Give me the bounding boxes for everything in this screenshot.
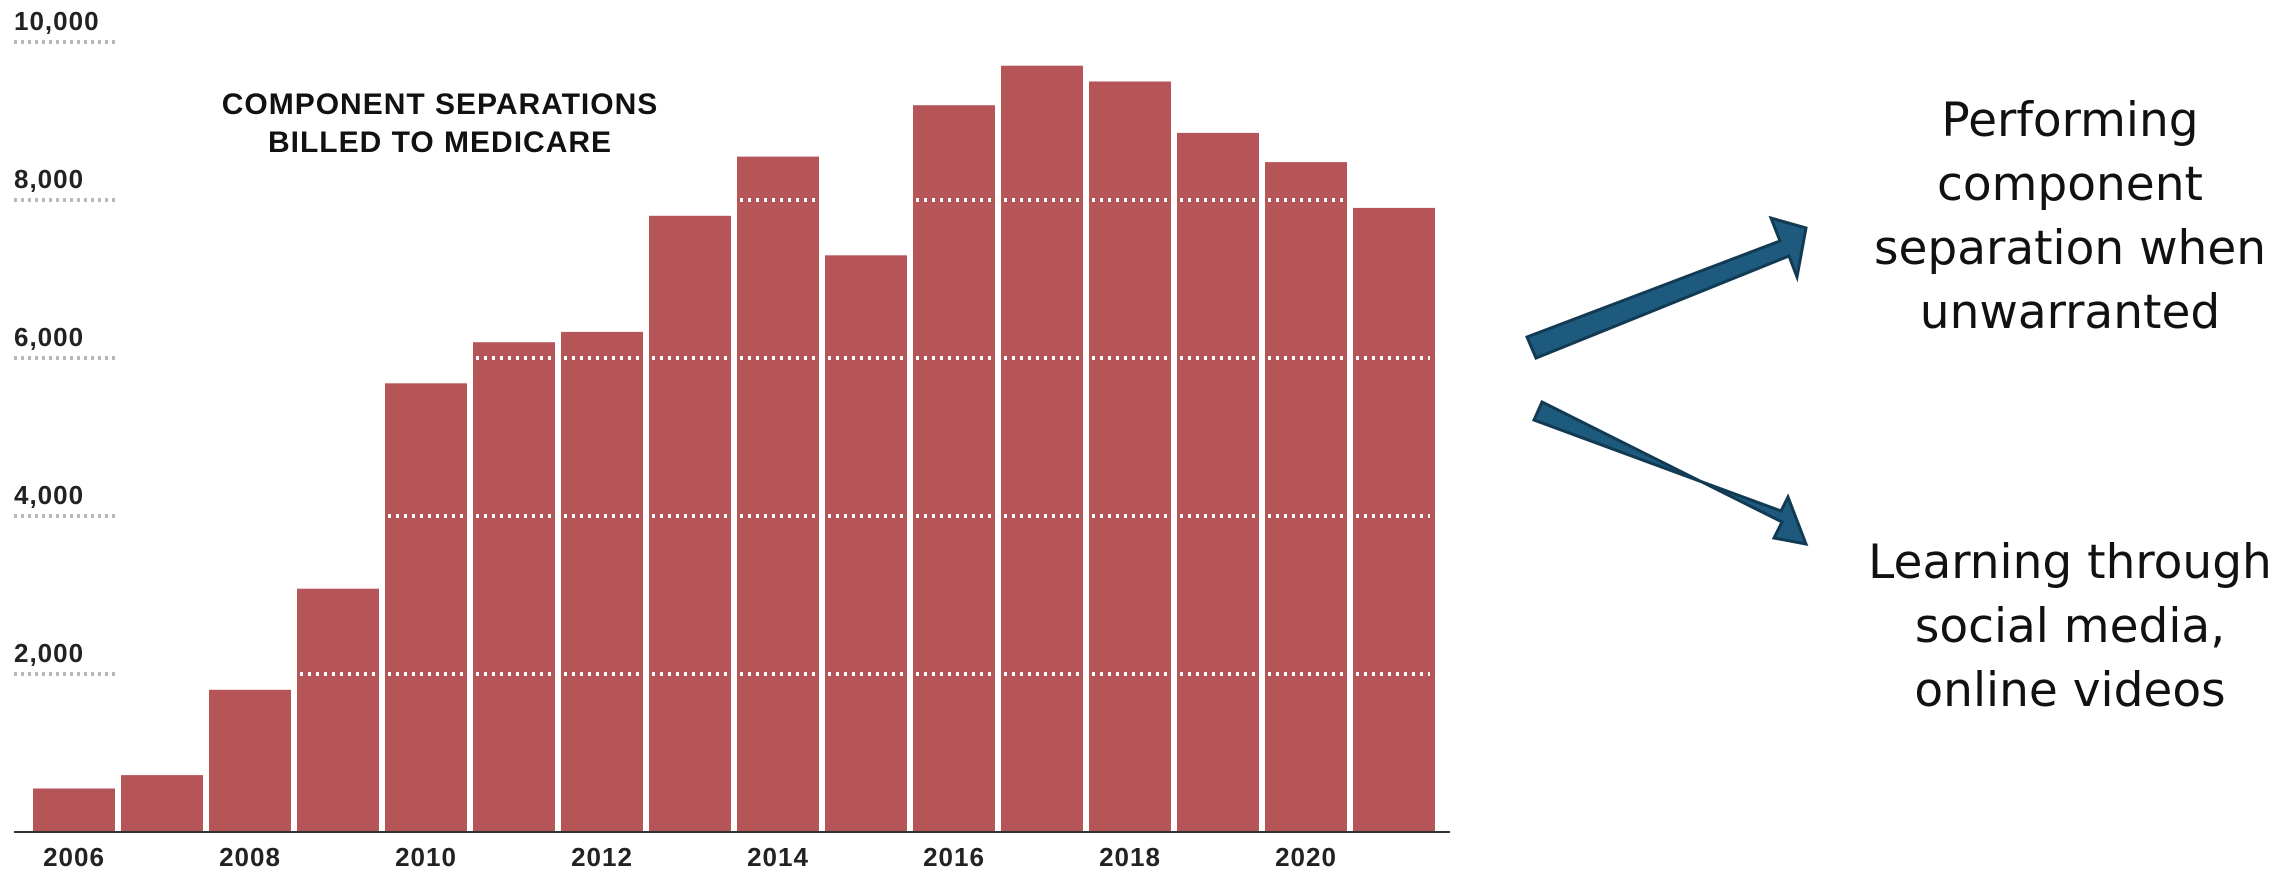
annotation-lower: Learning through social media, online vi… (1868, 535, 2272, 718)
chart-title-line-1: COMPONENT SEPARATIONS (222, 88, 659, 121)
arrow-up-right-icon (1525, 215, 1808, 360)
x-tick-label-2016: 2016 (923, 842, 985, 868)
y-tick-label-8000: 8,000 (14, 164, 84, 194)
x-tick-labels: 2006 2008 2010 2012 2014 2016 2018 2020 (43, 842, 1337, 872)
chart-title-line-2: BILLED TO MEDICARE (268, 126, 612, 159)
x-tick-label-2006: 2006 (43, 842, 105, 868)
bar-2012 (561, 331, 643, 832)
x-tick-label-2020: 2020 (1275, 842, 1337, 868)
bar-2017 (1001, 65, 1083, 832)
y-tick-labels: 2,000 4,000 6,000 8,000 10,000 (14, 6, 100, 668)
arrow-down-right-icon (1531, 399, 1809, 546)
y-tick-label-2000: 2,000 (14, 638, 84, 668)
bar-2011 (473, 342, 555, 832)
bar-2021 (1353, 207, 1435, 832)
bar-2008 (209, 689, 291, 832)
annotation-upper-line-2: component (1937, 157, 2203, 212)
annotation-upper-line-4: unwarranted (1920, 285, 2220, 340)
annotation-lower-line-3: online videos (1914, 663, 2225, 718)
y-tick-label-10000: 10,000 (14, 6, 100, 36)
bar-2016 (913, 105, 995, 832)
bar-2007 (121, 775, 203, 832)
arrows (1525, 215, 1809, 546)
annotation-upper-line-3: separation when (1874, 221, 2266, 276)
x-tick-label-2008: 2008 (219, 842, 281, 868)
annotation-upper: Performing component separation when unw… (1874, 93, 2266, 340)
bar-2018 (1089, 81, 1171, 832)
y-tick-label-6000: 6,000 (14, 322, 84, 352)
x-tick-label-2014: 2014 (747, 842, 809, 868)
annotation-lower-line-2: social media, (1915, 599, 2225, 654)
y-gridline-stubs (14, 40, 118, 676)
bar-2013 (649, 215, 731, 833)
bar-2006 (33, 788, 115, 832)
x-tick-label-2010: 2010 (395, 842, 457, 868)
annotation-lower-line-1: Learning through (1868, 535, 2272, 590)
bar-2009 (297, 588, 379, 832)
bars (33, 65, 1435, 833)
bar-2010 (385, 383, 467, 832)
bar-2020 (1265, 162, 1347, 833)
annotation-upper-line-1: Performing (1941, 93, 2198, 148)
bar-2019 (1177, 132, 1259, 832)
x-tick-label-2018: 2018 (1099, 842, 1161, 868)
bar-2014 (737, 156, 819, 833)
chart-title: COMPONENT SEPARATIONS BILLED TO MEDICARE (222, 88, 659, 159)
x-tick-label-2012: 2012 (571, 842, 633, 868)
bar-2015 (825, 255, 907, 833)
y-tick-label-4000: 4,000 (14, 480, 84, 510)
